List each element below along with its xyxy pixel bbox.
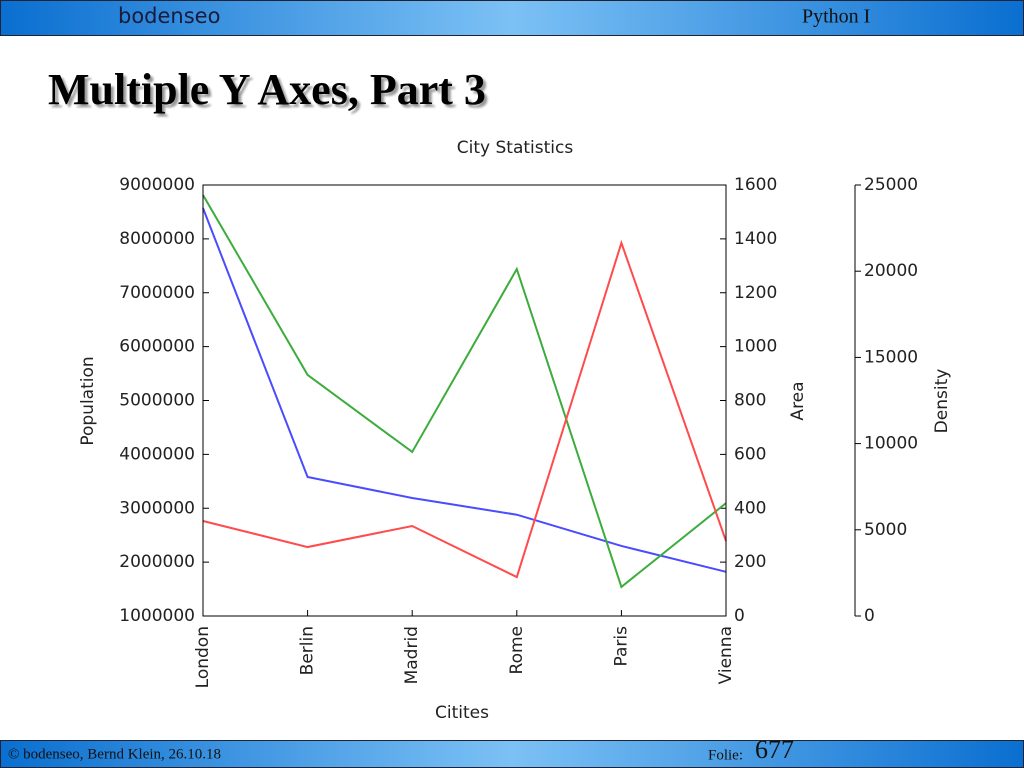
y2-tick-label: 0 [734, 606, 745, 626]
y2-tick-label: 400 [734, 498, 766, 518]
data-line [202, 207, 727, 573]
y3-tick-label: 20000 [864, 261, 918, 281]
x-tick-label: London [193, 626, 213, 688]
footer-credit: © bodenseo, Bernd Klein, 26.10.18 [8, 746, 221, 762]
logo: bodenseo [118, 4, 220, 28]
y-tick-label: 9000000 [119, 175, 195, 195]
header-bar [0, 0, 1024, 36]
data-line [202, 239, 727, 579]
y2-tick-label: 1600 [734, 175, 777, 195]
y-tick-label: 5000000 [119, 391, 195, 411]
y2-tick-label: 1000 [734, 337, 777, 357]
plot-frame [202, 184, 727, 617]
y-tick-label: 4000000 [119, 444, 195, 464]
y2-tick-label: 1400 [734, 229, 777, 249]
y-tick-label: 8000000 [119, 229, 195, 249]
y2-tick-label: 800 [734, 391, 766, 411]
y-tick-label: 3000000 [119, 498, 195, 518]
y3-tick-label: 5000 [864, 520, 907, 540]
y3-tick-label: 25000 [864, 175, 918, 195]
slide-label: Folie: [708, 747, 743, 763]
y3-tick-label: 15000 [864, 347, 918, 367]
course-name: Python I [802, 6, 870, 28]
y-tick-label: 6000000 [119, 337, 195, 357]
footer-bar [0, 740, 1024, 768]
data-line [202, 194, 727, 589]
chart: City Statistics Citites Population Area … [78, 138, 952, 723]
y2-tick-label: 1200 [734, 283, 777, 303]
y2-axis-label: Area [788, 381, 808, 420]
y3-tick-label: 10000 [864, 434, 918, 454]
y2-tick-label: 200 [734, 552, 766, 572]
x-axis-label: Citites [435, 703, 489, 723]
y-tick-label: 2000000 [119, 552, 195, 572]
y3-tick-label: 0 [864, 606, 875, 626]
chart-title: City Statistics [457, 138, 574, 158]
slide-number: 677 [755, 735, 794, 764]
y-axis-label: Population [78, 356, 98, 445]
slide-title: Multiple Y Axes, Part 3 [48, 65, 486, 114]
x-tick-label: Rome [507, 626, 527, 674]
x-tick-label: Paris [611, 626, 631, 667]
x-tick-label: Vienna [716, 626, 736, 684]
y2-tick-label: 600 [734, 444, 766, 464]
x-tick-label: Madrid [402, 626, 422, 684]
x-tick-label: Berlin [298, 626, 318, 675]
y-tick-label: 7000000 [119, 283, 195, 303]
y3-axis-label: Density [932, 369, 952, 434]
y-tick-label: 1000000 [119, 606, 195, 626]
